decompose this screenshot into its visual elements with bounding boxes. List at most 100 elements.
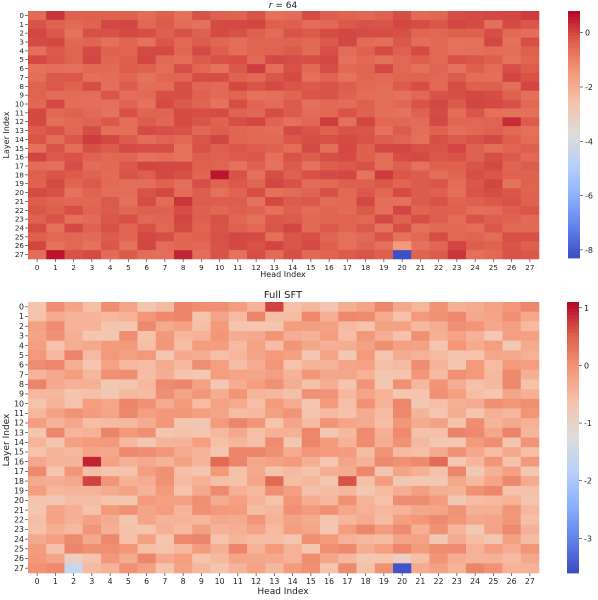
heatmap-cell bbox=[484, 81, 503, 92]
colorbar-segment bbox=[568, 44, 580, 49]
heatmap-cell bbox=[265, 73, 284, 83]
heatmap-cell bbox=[447, 179, 467, 189]
heatmap-cell bbox=[192, 456, 211, 467]
colorbar-segment bbox=[567, 566, 579, 571]
heatmap-cell bbox=[247, 19, 266, 30]
heatmap-cell bbox=[119, 99, 138, 109]
heatmap-cell bbox=[301, 205, 321, 216]
heatmap-cell bbox=[137, 55, 157, 65]
heatmap-cell bbox=[155, 427, 175, 438]
heatmap-cell bbox=[338, 553, 357, 564]
heatmap-cell bbox=[283, 331, 303, 342]
heatmap-cell bbox=[82, 152, 102, 162]
heatmap-cell bbox=[192, 188, 211, 198]
heatmap-cell bbox=[356, 81, 376, 92]
heatmap-cell bbox=[466, 311, 485, 322]
heatmap-cell bbox=[101, 563, 120, 574]
heatmap-cell bbox=[174, 350, 193, 361]
heatmap-cell bbox=[137, 197, 157, 207]
heatmap-cell bbox=[393, 241, 412, 251]
heatmap-cell bbox=[393, 398, 412, 409]
heatmap-panel-top: r = 64 0 1 2 3 4 5 6 7 8 9 10 11 12 13 14 15 16 17 18 19 20 2… bbox=[2, 1, 593, 279]
heatmap-cell bbox=[155, 302, 175, 312]
heatmap-cell bbox=[320, 543, 339, 554]
heatmap-cell bbox=[484, 437, 503, 448]
heatmap-cell bbox=[192, 28, 211, 38]
heatmap-cell bbox=[265, 179, 284, 189]
heatmap-cell bbox=[320, 161, 339, 171]
colorbar-segment bbox=[567, 342, 579, 347]
heatmap-cell bbox=[283, 73, 303, 83]
heatmap-cell bbox=[155, 73, 175, 83]
heatmap-cell bbox=[320, 117, 339, 127]
colorbar-segment bbox=[568, 11, 580, 15]
heatmap-cell bbox=[520, 73, 540, 83]
heatmap-cell bbox=[228, 232, 248, 242]
heatmap-cell bbox=[228, 143, 248, 154]
heatmap-cell bbox=[265, 250, 284, 260]
heatmap-cell bbox=[283, 418, 303, 429]
heatmap-cell bbox=[247, 223, 266, 233]
colorbar: 10-1-2-3 bbox=[567, 302, 592, 574]
heatmap-cell bbox=[137, 495, 157, 506]
heatmap-cell bbox=[393, 311, 412, 322]
heatmap-cell bbox=[301, 126, 321, 136]
heatmap-cell bbox=[320, 427, 339, 438]
heatmap-cell bbox=[119, 389, 138, 400]
heatmap-cell bbox=[411, 19, 430, 30]
heatmap-cell bbox=[210, 398, 230, 409]
heatmap-cell bbox=[28, 505, 47, 516]
colorbar-segment bbox=[567, 437, 579, 442]
heatmap-cell bbox=[484, 398, 503, 409]
heatmap-cell bbox=[283, 99, 303, 109]
heatmap-cell bbox=[137, 99, 157, 109]
heatmap-cell bbox=[356, 447, 376, 458]
heatmap-cell bbox=[320, 143, 339, 154]
heatmap-cell bbox=[174, 73, 193, 83]
heatmap-cell bbox=[393, 135, 412, 145]
heatmap-cell bbox=[210, 505, 230, 516]
heatmap-cell bbox=[356, 135, 376, 145]
heatmap-cell bbox=[119, 331, 138, 342]
heatmap-cell bbox=[28, 476, 47, 487]
heatmap-cell bbox=[265, 563, 284, 574]
heatmap-cell bbox=[466, 143, 485, 154]
heatmap-cell bbox=[28, 232, 47, 242]
heatmap-cell bbox=[137, 214, 157, 224]
heatmap-cell bbox=[338, 360, 357, 371]
heatmap-cell bbox=[101, 170, 120, 180]
heatmap-cell bbox=[265, 28, 284, 38]
heatmap-cell bbox=[28, 117, 47, 127]
heatmap-cell bbox=[155, 553, 175, 564]
heatmap-cell bbox=[64, 505, 84, 516]
heatmap-cell bbox=[283, 427, 303, 438]
heatmap-cell bbox=[228, 456, 248, 467]
heatmap-cell bbox=[228, 55, 248, 65]
colorbar-segment bbox=[567, 457, 579, 462]
heatmap-cell bbox=[301, 170, 321, 180]
heatmap-cell bbox=[46, 427, 65, 438]
heatmap-cell bbox=[101, 179, 120, 189]
heatmap-cell bbox=[247, 135, 266, 145]
heatmap-cell bbox=[101, 437, 120, 448]
heatmap-cell bbox=[320, 447, 339, 458]
y-tick-label: 23 bbox=[15, 215, 24, 224]
colorbar-segment bbox=[567, 417, 579, 421]
heatmap-cell bbox=[155, 11, 175, 21]
heatmap-cell bbox=[429, 302, 449, 312]
heatmap-cell bbox=[356, 152, 376, 162]
heatmap-cell bbox=[64, 389, 84, 400]
heatmap-cell bbox=[283, 188, 303, 198]
heatmap-cell bbox=[210, 90, 230, 100]
y-tick-label: 14 bbox=[14, 438, 24, 447]
heatmap-cell bbox=[301, 311, 321, 322]
heatmap-cell bbox=[411, 302, 430, 312]
heatmap-cell bbox=[192, 514, 211, 525]
heatmap-cell bbox=[320, 214, 339, 224]
heatmap-cell bbox=[155, 179, 175, 189]
heatmap-cell bbox=[338, 152, 357, 162]
heatmap-cell bbox=[502, 161, 522, 171]
heatmap-cell bbox=[46, 466, 65, 477]
heatmap-cell bbox=[210, 427, 230, 438]
y-tick-label: 18 bbox=[15, 170, 25, 179]
